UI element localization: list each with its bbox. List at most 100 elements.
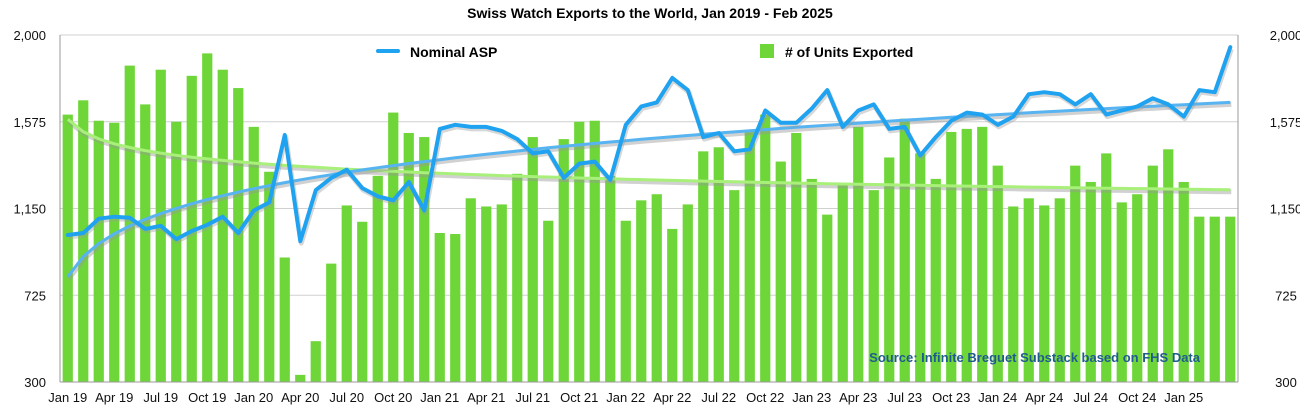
bar (1225, 216, 1236, 382)
bar (1039, 205, 1050, 382)
left-y-tick-label: 2,000 (13, 28, 46, 43)
x-tick-label: Oct 22 (746, 390, 784, 405)
bar (791, 132, 802, 382)
bar (512, 173, 523, 382)
bar (93, 120, 104, 383)
right-y-tick-label: 725 (1275, 288, 1297, 303)
bar (527, 137, 538, 382)
bar (434, 232, 445, 382)
bar (481, 206, 492, 382)
legend-units-swatch (760, 44, 774, 58)
x-tick-label: Jul 19 (143, 390, 178, 405)
x-tick-label: Oct 21 (560, 390, 598, 405)
legend: Nominal ASP # of Units Exported (376, 44, 913, 60)
bar (961, 128, 972, 382)
bar (109, 122, 120, 382)
bar (295, 374, 306, 382)
asp-line-shadow (68, 48, 1234, 246)
bar (729, 190, 740, 382)
x-tick-label: Jan 20 (234, 390, 273, 405)
bar (1147, 165, 1158, 382)
bar (248, 126, 259, 383)
bar (1163, 149, 1174, 382)
bar (574, 121, 585, 382)
left-y-tick-label: 1,150 (13, 202, 46, 217)
bar (1085, 181, 1096, 382)
x-tick-label: Jan 21 (420, 390, 459, 405)
bar (217, 69, 228, 382)
bar (1008, 206, 1019, 382)
bar (899, 118, 910, 382)
bar (946, 131, 957, 382)
bar (760, 114, 771, 382)
bar (465, 198, 476, 382)
bar (543, 220, 554, 382)
axes: 2,000 2,000 1,575 1,575 1,150 1,150 725 725 300 3… (13, 28, 1300, 405)
bar (279, 257, 290, 382)
bar (310, 341, 321, 382)
bar (326, 263, 337, 382)
bar (837, 184, 848, 382)
x-tick-label: Oct 23 (932, 390, 970, 405)
bar (868, 190, 879, 382)
bar (372, 175, 383, 382)
x-tick-label: Jul 20 (329, 390, 364, 405)
bar (78, 100, 89, 382)
bar (1101, 153, 1112, 382)
bar (1209, 216, 1220, 382)
x-tick-label: Apr 19 (95, 390, 133, 405)
left-y-tick-label: 1,575 (13, 115, 46, 130)
x-tick-label: Apr 21 (467, 390, 505, 405)
bar (822, 214, 833, 382)
bar (589, 120, 600, 383)
chart-title: Swiss Watch Exports to the World, Jan 20… (467, 5, 833, 21)
legend-asp-swatch (376, 49, 400, 53)
bar (682, 204, 693, 382)
x-tick-label: Oct 19 (188, 390, 226, 405)
x-tick-label: Jul 22 (701, 390, 736, 405)
bar (264, 171, 275, 382)
bar (403, 132, 414, 382)
asp-line (65, 45, 1233, 244)
bar (853, 126, 864, 383)
legend-units-label: # of Units Exported (785, 44, 913, 60)
source-annotation: Source: Infinite Breguet Substack based … (869, 350, 1201, 365)
units-trendline-shadow (67, 119, 1232, 195)
bar (605, 175, 616, 382)
x-tick-label: Jan 22 (606, 390, 645, 405)
bar (558, 139, 569, 382)
right-y-tick-label: 2,000 (1270, 28, 1300, 43)
bar (930, 178, 941, 382)
asp-trendline (66, 100, 1231, 278)
bar (620, 220, 631, 382)
left-y-tick-label: 300 (24, 375, 46, 390)
bar (1070, 165, 1081, 382)
x-tick-label: Oct 24 (1118, 390, 1156, 405)
x-tick-label: Jan 24 (978, 390, 1017, 405)
bar (1023, 198, 1034, 382)
bar (698, 151, 709, 382)
bar (171, 121, 182, 382)
bar (806, 178, 817, 382)
bar (1116, 202, 1127, 382)
bar (388, 112, 399, 383)
x-tick-label: Jul 23 (887, 390, 922, 405)
right-y-tick-label: 300 (1275, 375, 1297, 390)
x-tick-label: Jan 25 (1164, 390, 1203, 405)
bar (651, 194, 662, 382)
bar (62, 114, 73, 382)
x-tick-label: Apr 24 (1025, 390, 1063, 405)
bar (884, 157, 895, 382)
bar (915, 153, 926, 382)
bar (775, 161, 786, 382)
bar (124, 65, 135, 382)
bar (667, 228, 678, 382)
bar (496, 204, 507, 382)
legend-asp-label: Nominal ASP (410, 44, 497, 60)
asp-trendline-shadow (66, 101, 1232, 281)
bar (1132, 194, 1143, 382)
bar (450, 234, 461, 382)
bar (1178, 181, 1189, 382)
units-trendline (66, 118, 1231, 192)
bar (992, 165, 1003, 382)
